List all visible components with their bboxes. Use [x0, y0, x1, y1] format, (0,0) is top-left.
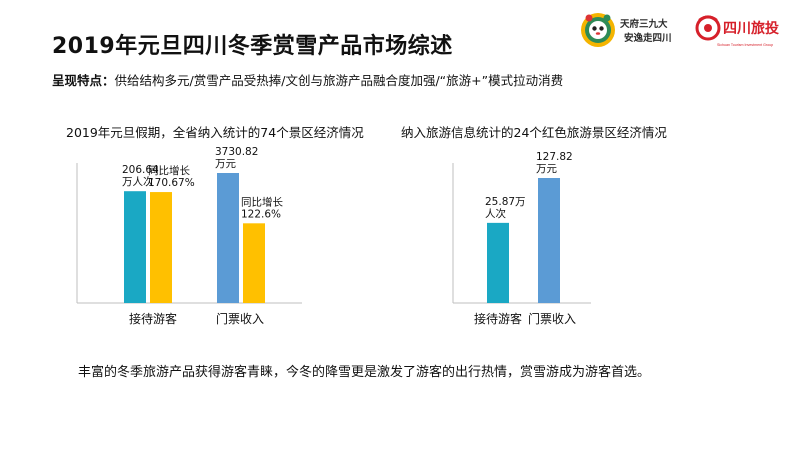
chart2-data-label: 25.87万: [485, 196, 526, 208]
sichuan-tourism-logo-icon: [695, 15, 721, 41]
chart1-data-label: 万元: [215, 158, 236, 170]
logo-area: 天府三九大 安逸走四川 四川旅投 Sichuan Tourism Investm…: [578, 6, 788, 54]
svg-text:Sichuan Tourism Investment Gro: Sichuan Tourism Investment Group: [717, 43, 773, 47]
chart1-data-label: 206.64: [122, 164, 159, 176]
chart1-category-label: 门票收入: [216, 311, 264, 326]
page-title: 2019年元旦四川冬季赏雪产品市场综述: [52, 34, 453, 59]
chart2-title: 纳入旅游信息统计的24个红色旅游景区经济情况: [401, 125, 667, 140]
chart1-data-label: 3730.82: [215, 146, 258, 158]
chart1-category-label: 接待游客: [129, 311, 177, 326]
chart2-category-label: 接待游客: [474, 311, 522, 326]
chart1-data-label: 万人次: [122, 175, 154, 188]
chart2-bar: [538, 178, 560, 303]
chart1-bar: [243, 223, 265, 303]
chart2-data-label: 127.82: [536, 151, 573, 163]
tianfu-logo-text: 天府三九大 安逸走四川: [620, 18, 672, 44]
svg-text:四川旅投: 四川旅投: [723, 20, 779, 37]
chart1-bar: [124, 191, 146, 303]
chart1-title: 2019年元旦假期，全省纳入统计的74个景区经济情况: [66, 125, 364, 140]
chart1-bar: [217, 173, 239, 303]
chart1-data-label: 同比增长: [241, 195, 283, 208]
chart2-data-label: 人次: [485, 207, 506, 220]
chart2-data-label: 万元: [536, 163, 557, 175]
subtitle-label: 呈现特点：: [52, 73, 115, 88]
subtitle-text: 供给结构多元/赏雪产品受热捧/文创与旅游产品融合度加强/“旅游+”模式拉动消费: [114, 73, 564, 88]
svg-text:天府三九大: 天府三九大: [620, 18, 668, 30]
chart2-category-label: 门票收入: [528, 311, 576, 326]
page-subtitle: 呈现特点：供给结构多元/赏雪产品受热捧/文创与旅游产品融合度加强/“旅游+”模式…: [52, 70, 563, 89]
footer-text: 丰富的冬季旅游产品获得游客青睐，今冬的降雪更是激发了游客的出行热情，赏雪游成为游…: [78, 365, 651, 380]
chart1-data-label: 122.6%: [241, 208, 281, 220]
chart1-data-label: 170.67%: [148, 177, 195, 189]
tianfu-logo-icon: [581, 13, 615, 47]
chart1-data-label: 同比增长: [148, 164, 190, 177]
sichuan-tourism-logo-text: 四川旅投 Sichuan Tourism Investment Group: [717, 20, 779, 47]
chart1-bar: [150, 192, 172, 303]
chart2-bar: [487, 222, 509, 303]
logos: 天府三九大 安逸走四川 四川旅投 Sichuan Tourism Investm…: [581, 13, 779, 47]
svg-text:安逸走四川: 安逸走四川: [624, 32, 672, 44]
